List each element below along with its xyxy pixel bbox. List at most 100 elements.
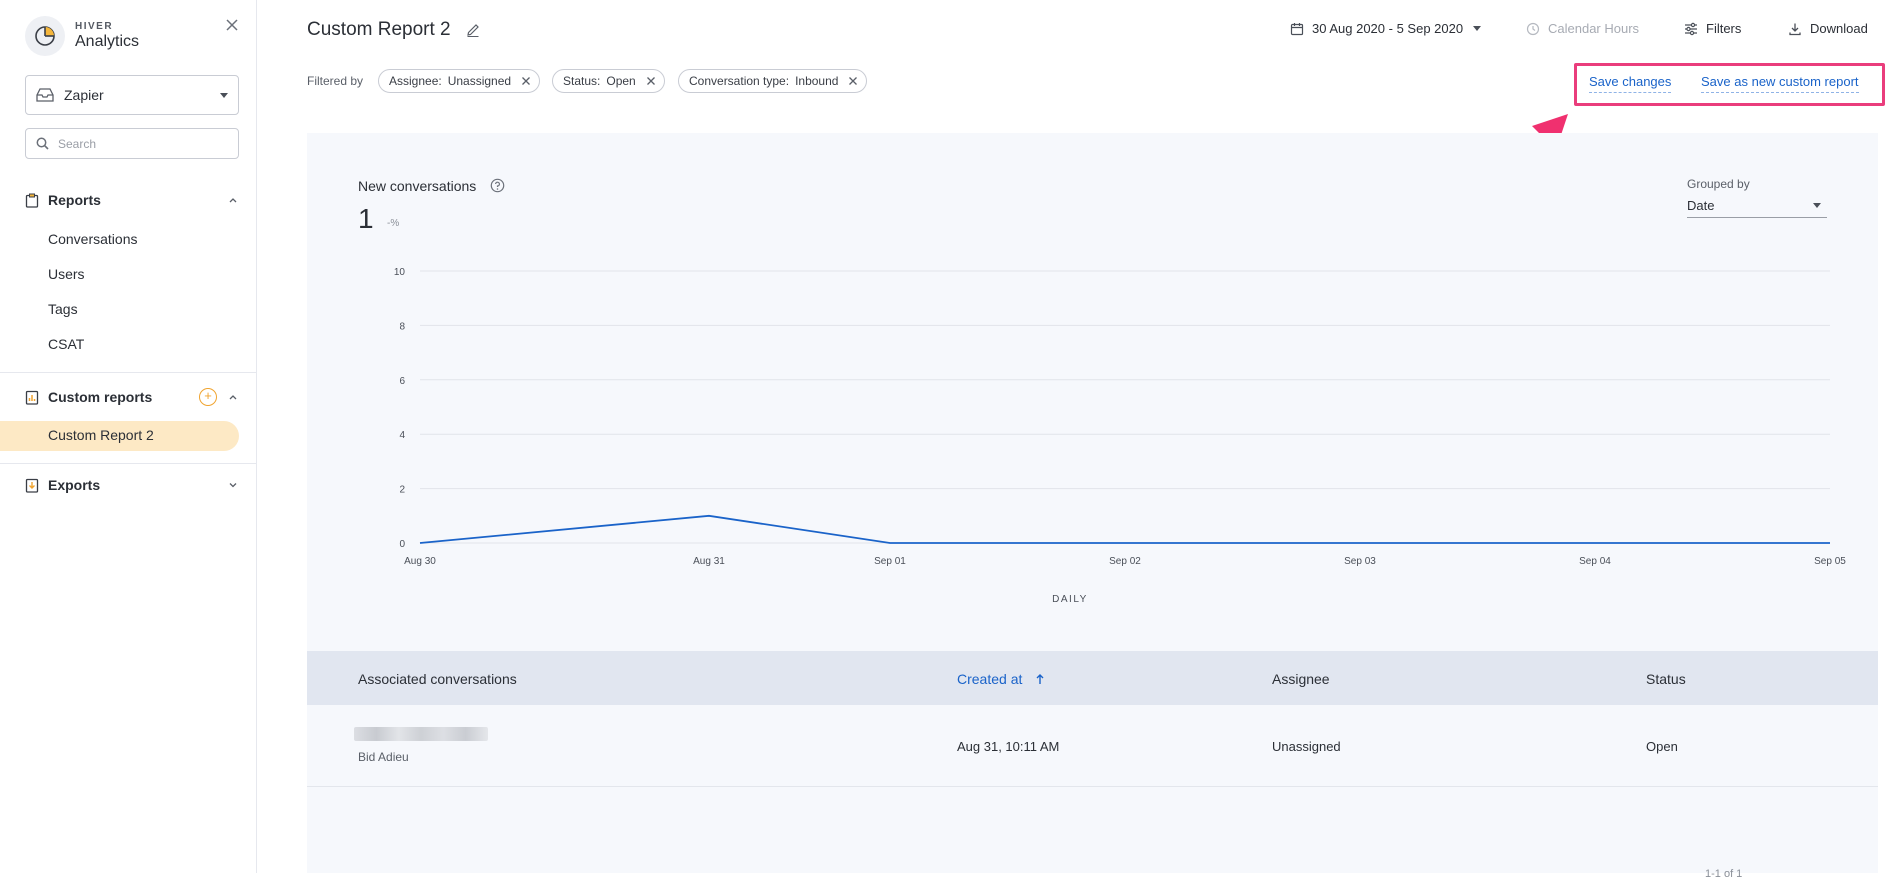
x-tick-label: Sep 01 <box>874 556 906 567</box>
filter-chip-status[interactable]: Status: Open <box>552 69 665 93</box>
sidebar-item-conversations[interactable]: Conversations <box>48 231 138 247</box>
y-tick-label: 0 <box>399 539 405 550</box>
filters-button[interactable]: Filters <box>1684 21 1741 36</box>
metric-delta: -% <box>387 218 400 229</box>
y-tick-label: 4 <box>399 430 405 441</box>
x-tick-label: Sep 03 <box>1344 556 1376 567</box>
brand-title: Analytics <box>75 33 140 50</box>
grouped-by-value: Date <box>1687 198 1715 213</box>
remove-filter-icon[interactable] <box>848 76 858 86</box>
download-button[interactable]: Download <box>1788 21 1868 36</box>
add-custom-report-icon[interactable]: + <box>199 388 217 406</box>
reports-section-header[interactable]: Reports <box>25 192 239 208</box>
x-tick-label: Sep 05 <box>1814 556 1846 567</box>
chevron-up-icon <box>229 198 237 203</box>
clock-icon <box>1526 22 1540 35</box>
chip-key: Status: <box>563 74 601 88</box>
chip-key: Conversation type: <box>689 74 790 88</box>
report-card <box>307 133 1878 873</box>
sidebar-item-users[interactable]: Users <box>48 266 85 282</box>
filter-chip-assignee[interactable]: Assignee: Unassigned <box>378 69 541 93</box>
edit-title-icon[interactable] <box>465 22 481 38</box>
sidebar: HIVER Analytics Zapier Reports Conversat… <box>0 0 257 873</box>
sidebar-divider <box>0 372 256 373</box>
x-tick-label: Sep 04 <box>1579 556 1611 567</box>
grouped-by-select[interactable]: Date <box>1687 194 1827 218</box>
cell-status: Open <box>1646 739 1678 754</box>
reports-label: Reports <box>48 192 101 208</box>
save-changes-button[interactable]: Save changes <box>1589 74 1672 93</box>
brand: HIVER Analytics <box>25 16 139 56</box>
chevron-down-icon <box>1813 203 1821 208</box>
column-header-status: Status <box>1646 671 1686 687</box>
created-at-label: Created at <box>957 671 1023 687</box>
conversation-sender: Bid Adieu <box>358 750 409 764</box>
download-label: Download <box>1810 21 1868 36</box>
remove-filter-icon[interactable] <box>646 76 656 86</box>
chevron-down-icon <box>1473 26 1482 31</box>
filter-chip-conversation-type[interactable]: Conversation type: Inbound <box>678 69 868 93</box>
custom-reports-section-header[interactable]: Custom reports + <box>25 388 239 406</box>
chevron-down-icon <box>229 483 237 488</box>
filters-label: Filters <box>1706 21 1742 36</box>
cell-created-at: Aug 31, 10:11 AM <box>957 739 1060 754</box>
chip-key: Assignee: <box>389 74 442 88</box>
table-header <box>307 651 1878 705</box>
inbox-select[interactable]: Zapier <box>25 75 239 115</box>
calendar-icon <box>1290 22 1304 35</box>
table-row[interactable] <box>307 705 1878 787</box>
calendar-hours-label: Calendar Hours <box>1548 21 1640 36</box>
custom-report-icon <box>25 390 39 405</box>
date-range-text: 30 Aug 2020 - 5 Sep 2020 <box>1312 21 1464 36</box>
inbox-icon <box>36 88 54 102</box>
date-range-picker[interactable]: 30 Aug 2020 - 5 Sep 2020 <box>1290 21 1482 36</box>
sort-ascending-icon <box>1036 674 1044 684</box>
x-axis-label: DAILY <box>1052 594 1088 605</box>
column-header-created-at[interactable]: Created at <box>957 671 1046 687</box>
analytics-logo-icon <box>25 16 65 56</box>
sidebar-item-tags[interactable]: Tags <box>48 301 78 317</box>
chevron-down-icon <box>220 92 228 98</box>
y-tick-label: 10 <box>394 267 406 278</box>
chip-value: Open <box>606 74 636 88</box>
search-icon <box>36 137 49 150</box>
close-sidebar-icon[interactable] <box>224 17 240 33</box>
exports-label: Exports <box>48 477 101 493</box>
x-tick-label: Aug 30 <box>404 556 436 567</box>
filter-sliders-icon <box>1685 22 1697 35</box>
x-tick-label: Sep 02 <box>1109 556 1141 567</box>
sidebar-item-active-highlight <box>0 421 239 451</box>
chip-value: Inbound <box>795 74 839 88</box>
y-tick-label: 8 <box>399 321 405 332</box>
help-icon[interactable] <box>490 178 505 193</box>
exports-section-header[interactable]: Exports <box>25 477 239 493</box>
calendar-hours-toggle[interactable]: Calendar Hours <box>1526 21 1639 36</box>
x-tick-label: Aug 31 <box>693 556 725 567</box>
pagination-text: 1-1 of 1 <box>1705 868 1743 880</box>
cell-assignee: Unassigned <box>1272 739 1341 754</box>
column-header-assignee: Assignee <box>1272 671 1330 687</box>
download-icon <box>1789 23 1801 35</box>
brand-small-text: HIVER <box>75 21 114 32</box>
save-actions-highlight-box <box>1574 63 1885 106</box>
metric-title: New conversations <box>358 178 477 194</box>
sidebar-divider <box>0 463 256 464</box>
inbox-select-value: Zapier <box>64 87 104 103</box>
remove-filter-icon[interactable] <box>521 76 531 86</box>
series-line <box>419 514 1830 544</box>
export-icon <box>25 478 39 493</box>
column-header-associated-conversations: Associated conversations <box>358 671 517 687</box>
save-as-new-custom-report-button[interactable]: Save as new custom report <box>1701 74 1859 93</box>
report-icon <box>25 193 39 208</box>
search-input[interactable] <box>58 136 218 151</box>
grouped-by-label: Grouped by <box>1687 177 1750 191</box>
filtered-by-label: Filtered by <box>307 74 364 88</box>
y-tick-label: 2 <box>399 485 405 496</box>
y-tick-label: 6 <box>399 376 405 387</box>
metric-value: 1 <box>358 203 374 234</box>
sidebar-item-custom-report-2[interactable]: Custom Report 2 <box>48 427 154 443</box>
search-field[interactable] <box>25 128 239 159</box>
sidebar-item-csat[interactable]: CSAT <box>48 336 85 352</box>
page-title: Custom Report 2 <box>307 19 451 40</box>
